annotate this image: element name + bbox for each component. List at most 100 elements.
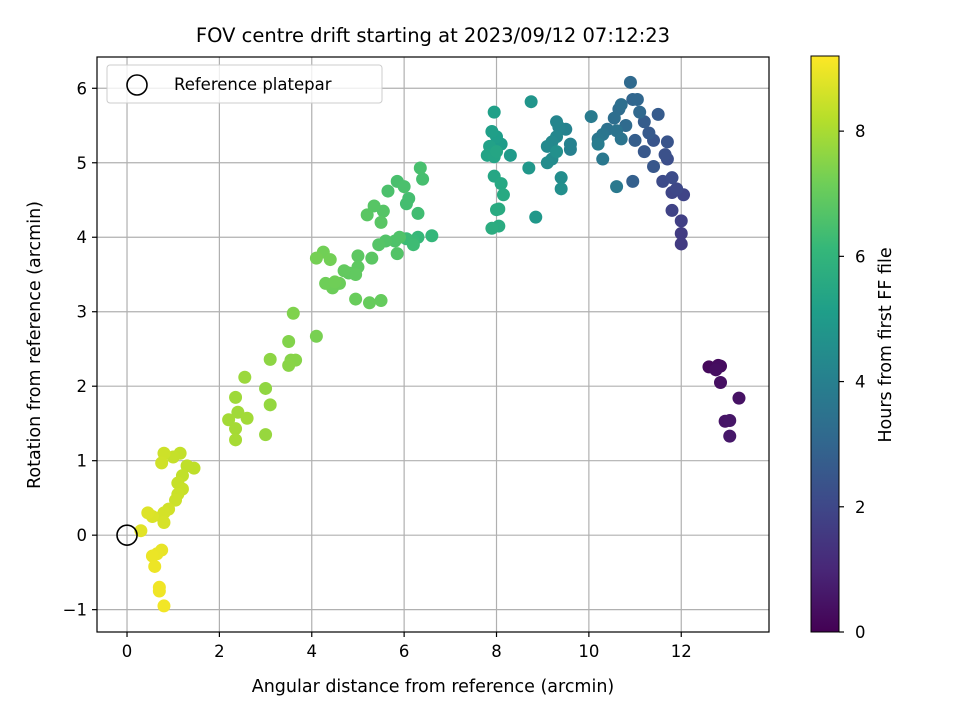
data-point bbox=[148, 559, 162, 573]
data-point bbox=[665, 203, 679, 217]
data-point bbox=[637, 145, 651, 159]
data-point bbox=[563, 137, 577, 151]
colorbar-ticks: 0 2 4 6 8 bbox=[839, 122, 866, 642]
data-point bbox=[406, 238, 420, 252]
legend-label-reference: Reference platepar bbox=[174, 75, 332, 94]
data-point bbox=[607, 111, 621, 125]
colorbar-tick-label: 6 bbox=[855, 247, 866, 266]
y-axis-label: Rotation from reference (arcmin) bbox=[25, 201, 45, 489]
chart-title: FOV centre drift starting at 2023/09/12 … bbox=[196, 24, 670, 47]
data-point bbox=[402, 192, 416, 206]
x-tick-label: 4 bbox=[307, 642, 318, 661]
data-point bbox=[259, 428, 273, 442]
y-tick-label: 4 bbox=[77, 228, 88, 247]
y-tick-label: 3 bbox=[77, 303, 88, 322]
data-point bbox=[351, 249, 365, 263]
data-point bbox=[529, 210, 543, 224]
data-point bbox=[229, 390, 243, 404]
data-point bbox=[374, 294, 388, 308]
x-axis-label: Angular distance from reference (arcmin) bbox=[252, 677, 615, 697]
data-point bbox=[337, 264, 351, 278]
data-point bbox=[674, 237, 688, 251]
data-point bbox=[610, 180, 624, 194]
data-point bbox=[263, 398, 277, 412]
data-point bbox=[393, 230, 407, 244]
data-point bbox=[540, 156, 554, 170]
data-point bbox=[282, 335, 296, 349]
data-point bbox=[282, 358, 296, 372]
data-point bbox=[490, 145, 504, 159]
data-point bbox=[647, 159, 661, 173]
data-point bbox=[413, 161, 427, 175]
y-tick-label: 0 bbox=[77, 526, 88, 545]
data-point bbox=[145, 549, 159, 563]
data-point bbox=[309, 329, 323, 343]
data-point bbox=[596, 152, 610, 166]
data-point bbox=[494, 177, 508, 191]
data-point bbox=[524, 95, 538, 109]
x-tick-label: 8 bbox=[491, 642, 502, 661]
data-point bbox=[485, 221, 499, 235]
data-point bbox=[374, 215, 388, 229]
data-point bbox=[630, 92, 644, 106]
data-point bbox=[349, 292, 363, 306]
legend-box bbox=[106, 64, 383, 104]
y-tick-label: 1 bbox=[77, 452, 88, 471]
data-point bbox=[309, 251, 323, 265]
data-point bbox=[496, 188, 510, 202]
data-point bbox=[381, 184, 395, 198]
colorbar-tick-label: 4 bbox=[855, 373, 866, 392]
colorbar-label: Hours from first FF file bbox=[876, 247, 896, 442]
data-point bbox=[665, 171, 679, 185]
data-point bbox=[660, 135, 674, 149]
data-point bbox=[328, 275, 342, 289]
data-point bbox=[367, 199, 381, 213]
colorbar-tick-label: 2 bbox=[855, 498, 866, 517]
data-point bbox=[157, 599, 171, 613]
y-tick-label: 2 bbox=[77, 377, 88, 396]
data-point bbox=[157, 446, 171, 460]
data-point bbox=[487, 105, 501, 119]
data-point bbox=[637, 115, 651, 129]
data-point bbox=[231, 405, 245, 419]
data-point bbox=[259, 381, 273, 395]
x-tick-label: 6 bbox=[399, 642, 410, 661]
data-point bbox=[584, 110, 598, 124]
data-point bbox=[642, 126, 656, 140]
legend-reference-icon bbox=[126, 74, 148, 96]
reference-marker bbox=[116, 524, 138, 546]
data-point bbox=[155, 456, 169, 470]
data-point bbox=[169, 493, 183, 507]
data-point bbox=[416, 172, 430, 186]
x-tick-label: 12 bbox=[671, 642, 692, 661]
data-point bbox=[554, 171, 568, 185]
plot-frame bbox=[96, 56, 770, 633]
data-point bbox=[633, 105, 647, 119]
data-point bbox=[554, 182, 568, 196]
data-point bbox=[670, 182, 684, 196]
data-point bbox=[390, 247, 404, 261]
data-point bbox=[503, 148, 517, 162]
y-tick-label: −1 bbox=[63, 601, 87, 620]
data-point bbox=[658, 148, 672, 162]
data-point bbox=[180, 459, 194, 473]
y-tick-label: 6 bbox=[77, 79, 88, 98]
data-point bbox=[550, 115, 564, 129]
colorbar-tick-label: 0 bbox=[855, 623, 866, 642]
data-point bbox=[157, 516, 171, 530]
data-point bbox=[714, 375, 728, 389]
data-point bbox=[425, 229, 439, 243]
data-point bbox=[365, 251, 379, 265]
data-point bbox=[723, 413, 737, 427]
data-point bbox=[723, 429, 737, 443]
colorbar-tick-label: 8 bbox=[855, 122, 866, 141]
x-axis-ticks: 0 2 4 6 8 10 12 bbox=[122, 632, 692, 661]
x-tick-label: 10 bbox=[578, 642, 599, 661]
y-axis-ticks: −1 0 1 2 3 4 5 6 bbox=[63, 79, 97, 620]
data-point bbox=[222, 413, 236, 427]
data-point bbox=[709, 363, 723, 377]
data-point bbox=[263, 352, 277, 366]
data-points bbox=[134, 75, 746, 613]
data-point bbox=[614, 98, 628, 112]
y-tick-label: 5 bbox=[77, 154, 88, 173]
